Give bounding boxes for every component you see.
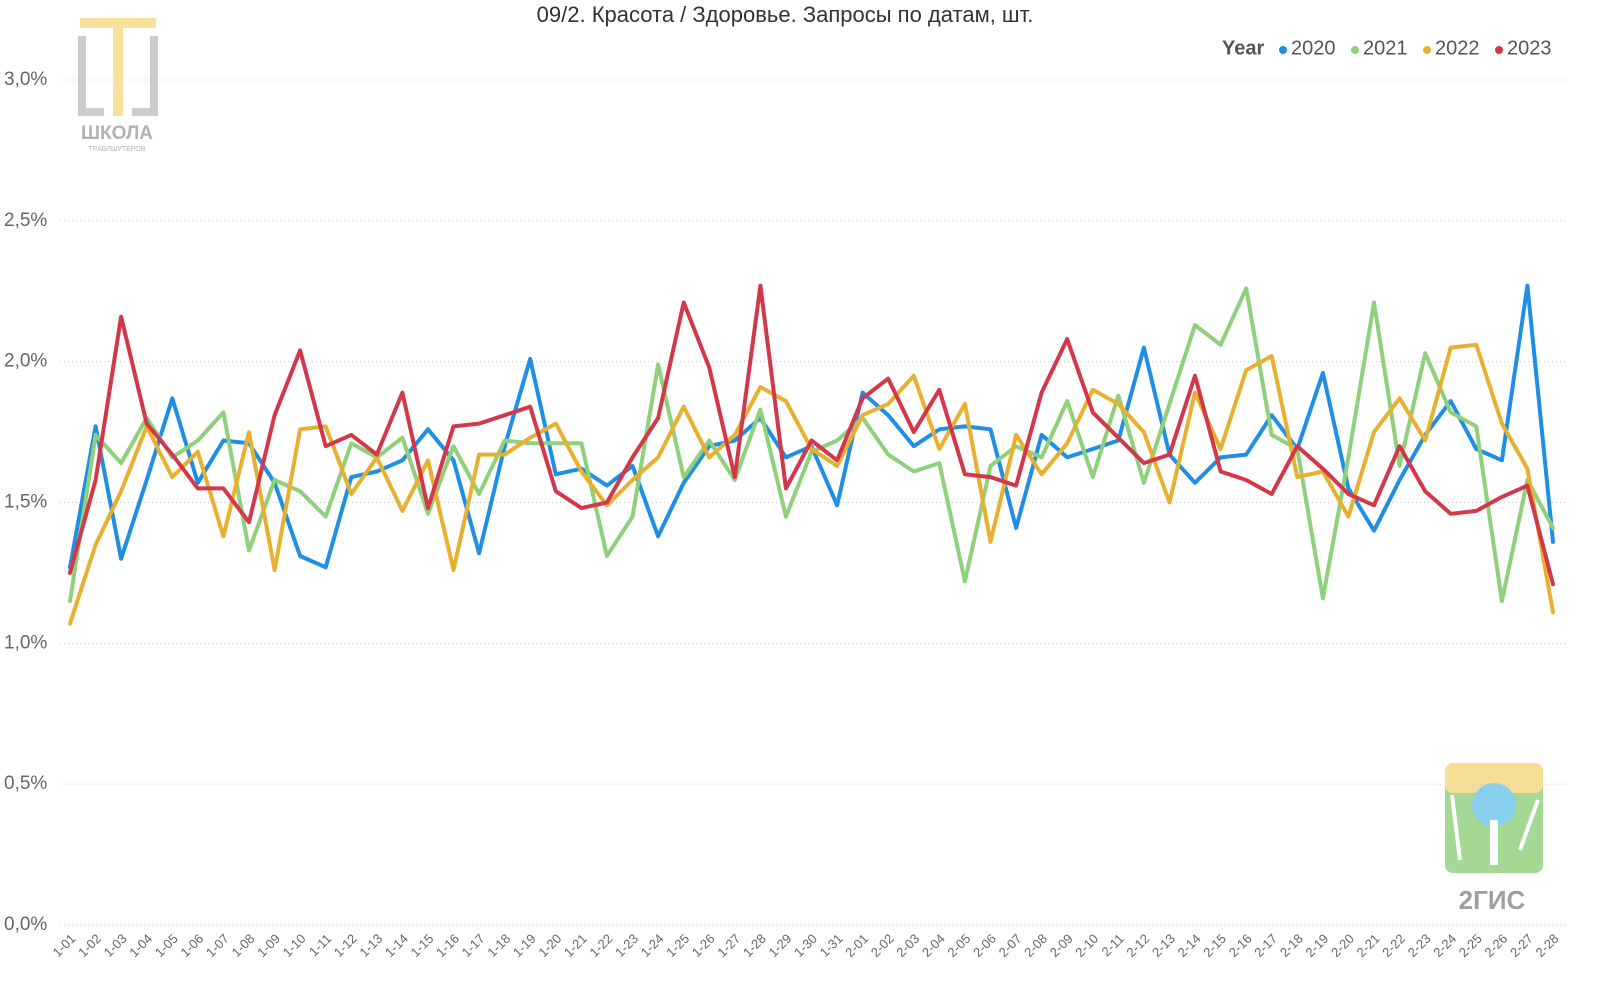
y-tick-label: 1,0% (4, 632, 47, 653)
x-tick-label: 2-21 (1354, 931, 1383, 960)
y-tick-label: 0,5% (4, 773, 47, 794)
x-tick-label: 1-10 (280, 931, 309, 960)
x-tick-label: 2-15 (1200, 931, 1229, 960)
x-tick-label: 1-29 (765, 931, 794, 960)
x-tick-label: 2-17 (1251, 931, 1280, 960)
y-tick-label: 3,0% (4, 69, 47, 90)
series-line (68, 283, 1555, 587)
legend-title: Year (1222, 37, 1264, 59)
x-tick-label: 2-06 (970, 931, 999, 960)
x-tick-label: 1-31 (817, 931, 846, 960)
x-tick-label: 2-12 (1123, 931, 1152, 960)
x-tick-label: 2-04 (919, 931, 948, 960)
x-tick-label: 1-24 (638, 931, 667, 960)
legend-label: 2022 (1435, 37, 1480, 59)
x-tick-label: 1-30 (791, 931, 820, 960)
x-tick-label: 1-07 (203, 931, 232, 960)
x-tick-label: 2-23 (1405, 931, 1434, 960)
legend-label: 2023 (1507, 37, 1552, 59)
chart-title: 09/2. Красота / Здоровье. Запросы по дат… (537, 2, 1034, 27)
series-line (68, 286, 1555, 604)
x-tick-label: 2-16 (1226, 931, 1255, 960)
x-tick-label: 1-28 (740, 931, 769, 960)
x-tick-label: 1-01 (50, 931, 79, 960)
x-tick-label: 1-26 (689, 931, 718, 960)
x-tick-label: 2-02 (868, 931, 897, 960)
x-tick-label: 2-10 (1072, 931, 1101, 960)
x-tick-label: 1-23 (612, 931, 641, 960)
x-tick-label: 1-13 (356, 931, 385, 960)
x-tick-label: 1-27 (714, 931, 743, 960)
x-tick-label: 2-07 (996, 931, 1025, 960)
x-tick-label: 1-20 (535, 931, 564, 960)
x-tick-label: 1-16 (433, 931, 462, 960)
x-tick-label: 2-14 (1175, 931, 1204, 960)
x-tick-label: 1-14 (382, 931, 411, 960)
logo-text: 2ГИС (1459, 885, 1526, 915)
x-tick-label: 1-12 (331, 931, 360, 960)
y-tick-label: 2,5% (4, 210, 47, 231)
logo-text: ШКОЛА (81, 123, 153, 144)
x-tick-label: 1-03 (101, 931, 130, 960)
x-tick-label: 1-15 (408, 931, 437, 960)
x-tick-label: 2-24 (1430, 931, 1459, 960)
legend-marker (1495, 46, 1503, 54)
x-tick-label: 1-04 (126, 931, 155, 960)
x-tick-label: 2-05 (944, 931, 973, 960)
y-tick-label: 1,5% (4, 492, 47, 513)
brand-logo: 2ГИС (1445, 763, 1543, 915)
series-line (68, 283, 1555, 570)
legend-marker (1351, 46, 1359, 54)
x-tick-label: 1-22 (586, 931, 615, 960)
x-tick-label: 1-08 (229, 931, 258, 960)
logo-subtext: ТРАБЛШУТЕРОВ (89, 146, 146, 153)
series-line (68, 342, 1555, 626)
y-tick-label: 0,0% (4, 914, 47, 935)
legend-marker (1279, 46, 1287, 54)
x-tick-label: 1-11 (306, 931, 334, 959)
x-tick-label: 1-19 (510, 931, 539, 960)
x-tick-label: 2-19 (1302, 931, 1331, 960)
x-tick-label: 1-17 (459, 931, 488, 960)
x-tick-label: 2-01 (842, 931, 871, 960)
x-tick-label: 2-11 (1099, 931, 1127, 959)
x-tick-label: 1-21 (561, 931, 590, 960)
legend-marker (1423, 46, 1431, 54)
x-tick-label: 2-09 (1047, 931, 1076, 960)
legend-label: 2020 (1291, 37, 1336, 59)
school-logo: ШКОЛА ТРАБЛШУТЕРОВ (78, 18, 158, 153)
y-tick-label: 2,0% (4, 351, 47, 372)
x-tick-label: 2-22 (1379, 931, 1408, 960)
x-tick-label: 2-27 (1507, 931, 1536, 960)
x-tick-label: 1-02 (75, 931, 104, 960)
x-tick-label: 1-09 (254, 931, 283, 960)
x-tick-label: 2-13 (1149, 931, 1178, 960)
legend-label: 2021 (1363, 37, 1408, 59)
x-tick-label: 1-25 (663, 931, 692, 960)
x-tick-label: 1-18 (484, 931, 513, 960)
x-tick-label: 2-26 (1481, 931, 1510, 960)
x-tick-label: 2-28 (1533, 931, 1562, 960)
x-tick-label: 1-05 (152, 931, 181, 960)
x-tick-label: 2-08 (1021, 931, 1050, 960)
x-tick-label: 1-06 (177, 931, 206, 960)
x-tick-label: 2-18 (1277, 931, 1306, 960)
x-tick-label: 2-03 (893, 931, 922, 960)
x-tick-label: 2-25 (1456, 931, 1485, 960)
x-tick-label: 2-20 (1328, 931, 1357, 960)
